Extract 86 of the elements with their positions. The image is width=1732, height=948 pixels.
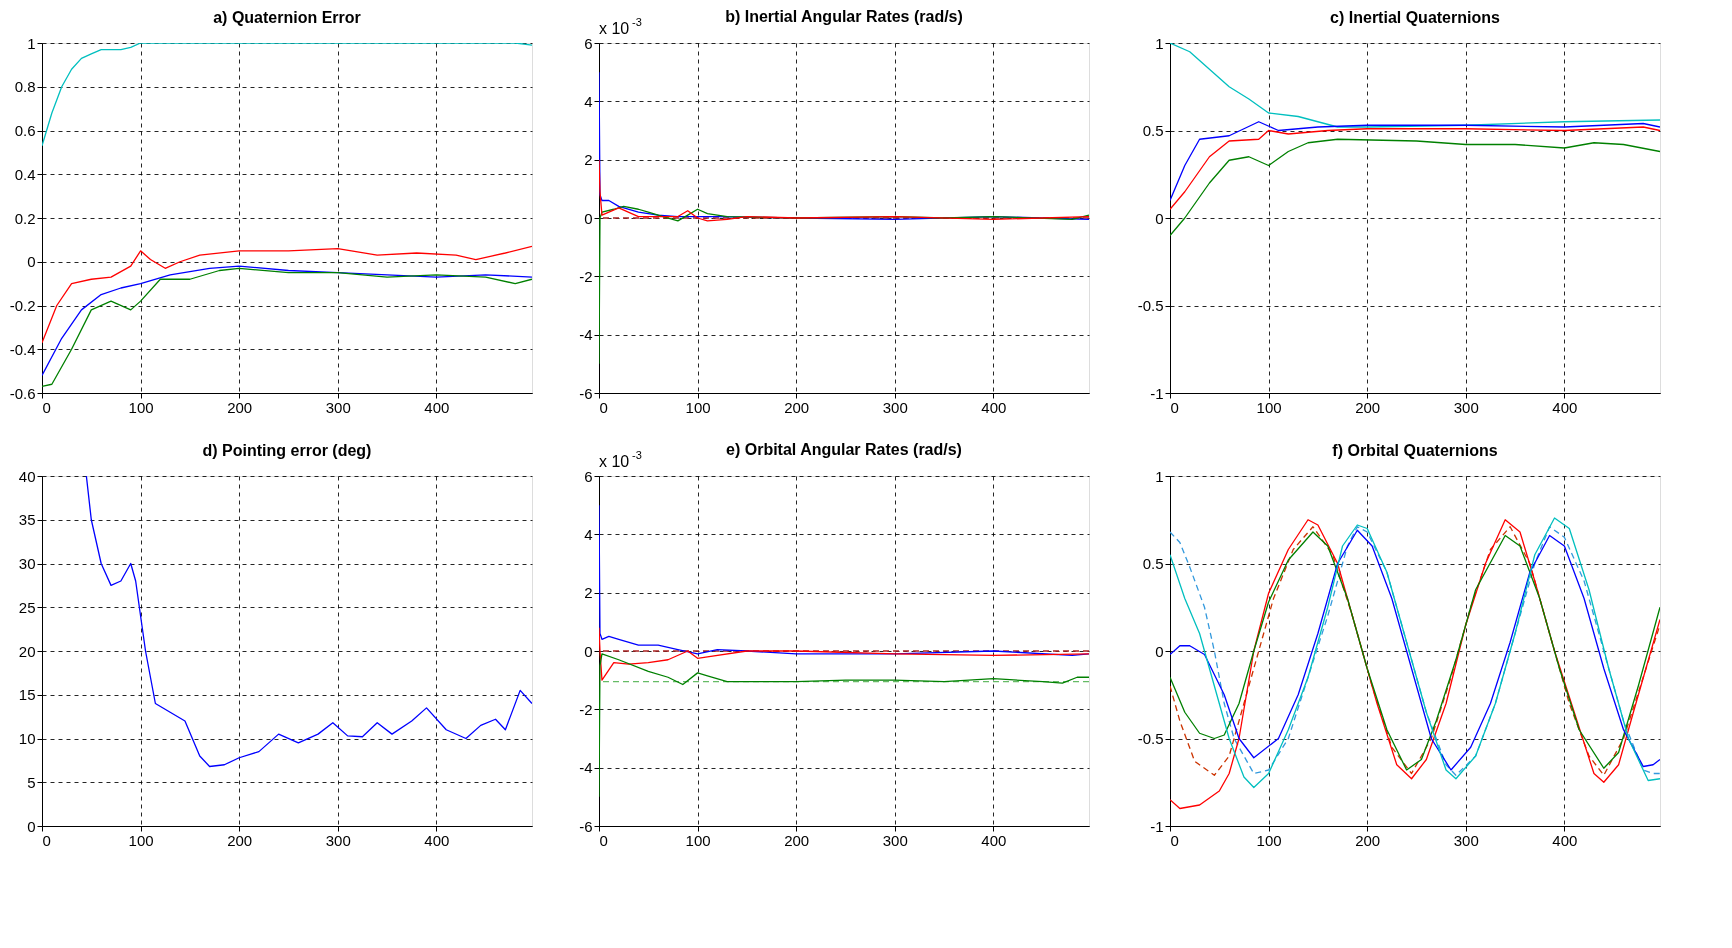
x-tick-label: 400: [981, 398, 1007, 416]
x-tick-label: 0: [599, 398, 608, 416]
y-tick-label: -1: [1150, 817, 1164, 835]
x-tick-label: 200: [227, 398, 253, 416]
y-tick-label: 0.5: [1142, 122, 1164, 139]
y-tick-label: 0.6: [14, 122, 36, 139]
line-series: [1170, 138, 1660, 237]
x-tick-label: 300: [325, 398, 351, 416]
line-series: [599, 627, 1089, 681]
y-tick-label: -0.6: [9, 384, 36, 402]
x-tick-label: 200: [784, 831, 810, 849]
x-tick-label: 100: [1256, 831, 1282, 849]
y-tick-label: 0.8: [14, 78, 36, 96]
x-tick-label: 0: [42, 831, 51, 849]
y-tick-label: -1: [1150, 384, 1164, 402]
line-series: [599, 653, 1089, 798]
x-tick-label: 300: [882, 831, 908, 849]
x-tick-label: 0: [1170, 831, 1179, 849]
line-series: [1170, 43, 1660, 128]
line-series: [42, 43, 532, 147]
y-tick-label: 4: [584, 525, 593, 543]
chart-title: b) Inertial Angular Rates (rad/s): [725, 8, 963, 25]
y-tick-label: -6: [579, 384, 593, 402]
x-tick-label: 200: [1355, 398, 1381, 416]
y-tick-label: 0: [1155, 209, 1164, 227]
x-tick-label: 400: [1552, 831, 1578, 849]
chart-title: e) Orbital Angular Rates (rad/s): [726, 441, 962, 458]
y-tick-label: 40: [18, 467, 36, 485]
y-tick-label: 0.5: [1142, 555, 1164, 572]
line-series: [42, 245, 532, 344]
y-tick-label: 1: [1155, 467, 1164, 485]
y-tick-label: -0.4: [9, 340, 36, 358]
y-tick-label: -4: [579, 759, 593, 777]
y-tick-label: 2: [584, 584, 593, 602]
y-tick-label: 10: [18, 730, 36, 747]
y-tick-label: -0.5: [1137, 730, 1164, 747]
y-tick-label: 0: [27, 817, 36, 835]
y-tick-label: 0.4: [14, 165, 36, 183]
y-tick-label: 0: [584, 209, 593, 227]
y-tick-label: 0: [27, 253, 36, 271]
x-tick-label: 300: [325, 831, 351, 849]
chart-title: a) Quaternion Error: [213, 9, 361, 26]
y-tick-label: 5: [27, 773, 36, 791]
chart-title: c) Inertial Quaternions: [1330, 9, 1501, 26]
x-tick-label: 200: [227, 831, 253, 849]
line-series: [85, 476, 532, 768]
x-tick-label: 0: [42, 398, 51, 416]
y-tick-label: -6: [579, 817, 593, 835]
y-tick-label: 25: [18, 598, 36, 616]
x-tick-label: 400: [424, 398, 450, 416]
y-tick-label: 6: [584, 467, 593, 485]
y-tick-label: 1: [1155, 34, 1164, 52]
y-tick-label: 20: [18, 642, 36, 660]
y-tick-label: 0: [1155, 642, 1164, 660]
x-tick-label: 0: [599, 831, 608, 849]
chart-title: f) Orbital Quaternions: [1332, 442, 1498, 459]
x-tick-label: 300: [1453, 831, 1479, 849]
x-tick-label: 100: [128, 831, 154, 849]
y-tick-label: -2: [579, 267, 593, 285]
x-tick-label: 400: [1552, 398, 1578, 416]
x-tick-label: 400: [424, 831, 450, 849]
y-tick-label: 35: [18, 511, 36, 529]
x-tick-label: 300: [1453, 398, 1479, 416]
chart-title: d) Pointing error (deg): [202, 442, 372, 459]
y-tick-label: 30: [18, 555, 36, 572]
line-series: [599, 159, 1089, 222]
x-tick-label: 200: [784, 398, 810, 416]
x-tick-label: 100: [685, 398, 711, 416]
y-tick-label: -0.5: [1137, 297, 1164, 314]
y-tick-label: 0: [584, 642, 593, 660]
y-tick-label: 1: [27, 34, 36, 52]
x-tick-label: 200: [1355, 831, 1381, 849]
x-tick-label: 400: [981, 831, 1007, 849]
x-tick-label: 100: [1256, 398, 1282, 416]
x-tick-label: 300: [882, 398, 908, 416]
y-tick-label: 4: [584, 92, 593, 110]
y-tick-label: 2: [584, 151, 593, 169]
y-tick-label: 0.2: [14, 209, 36, 227]
x-tick-label: 100: [685, 831, 711, 849]
y-tick-label: 15: [18, 686, 36, 704]
y-tick-label: -0.2: [9, 297, 36, 314]
y-tick-label: 6: [584, 34, 593, 52]
y-tick-label: -4: [579, 326, 593, 344]
x-tick-label: 100: [128, 398, 154, 416]
x-tick-label: 0: [1170, 398, 1179, 416]
y-tick-label: -2: [579, 700, 593, 718]
